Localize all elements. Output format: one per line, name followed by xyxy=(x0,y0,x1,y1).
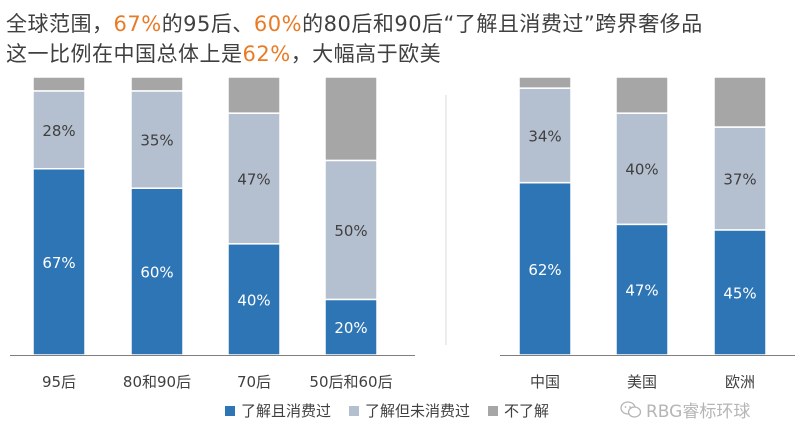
x-tick-label: 70后 xyxy=(237,373,271,391)
x-tick-label: 95后 xyxy=(42,373,76,391)
data-label-aware: 34% xyxy=(528,127,561,145)
bar-segment-unaware xyxy=(324,76,378,162)
title-text: 的95后、 xyxy=(161,12,254,36)
data-label-consumed: 67% xyxy=(42,254,75,272)
legend-item-aware: 了解但未消费过 xyxy=(349,400,470,421)
legend-swatch-unaware xyxy=(488,405,499,416)
title-text: 的80后和90后“了解且消费过”跨界奢侈品 xyxy=(302,12,703,36)
data-label-aware: 37% xyxy=(723,170,756,188)
chart-title-line-1: 全球范围，67%的95后、60%的80后和90后“了解且消费过”跨界奢侈品 xyxy=(6,8,703,38)
title-highlight: 62% xyxy=(242,42,291,66)
bar-segment-unaware xyxy=(518,76,572,89)
data-label-aware: 40% xyxy=(625,161,658,179)
bar-segment-aware xyxy=(32,90,86,170)
data-label-consumed: 60% xyxy=(140,264,173,282)
title-highlight: 60% xyxy=(253,12,303,36)
title-highlight: 67% xyxy=(113,12,162,36)
bar-segment-unaware xyxy=(130,76,184,92)
bar-segment-consumed xyxy=(713,229,767,356)
legend: 了解且消费过 了解但未消费过 不了解 xyxy=(225,400,549,421)
legend-label-consumed: 了解且消费过 xyxy=(241,402,332,420)
bar-segment-aware xyxy=(615,112,669,226)
wechat-icon xyxy=(620,400,642,418)
title-text: ，大幅高于欧美 xyxy=(290,42,442,66)
watermark-text: RBG睿标环球 xyxy=(646,402,751,422)
legend-item-consumed: 了解且消费过 xyxy=(225,400,331,421)
data-label-aware: 47% xyxy=(237,170,270,188)
legend-item-unaware: 不了解 xyxy=(488,400,549,421)
data-label-aware: 35% xyxy=(140,132,173,150)
legend-swatch-aware xyxy=(349,405,360,416)
bar-segment-unaware xyxy=(615,76,669,114)
data-label-aware: 50% xyxy=(334,222,367,240)
watermark: RBG睿标环球 xyxy=(620,397,750,422)
bar-segment-unaware xyxy=(227,76,281,114)
data-label-consumed: 40% xyxy=(237,291,270,309)
bar-segment-unaware xyxy=(713,76,767,128)
bar-segment-consumed xyxy=(32,167,86,356)
data-label-consumed: 47% xyxy=(625,282,658,300)
x-tick-label: 美国 xyxy=(627,373,657,391)
legend-swatch-consumed xyxy=(225,405,235,416)
x-tick-label: 欧洲 xyxy=(725,373,755,391)
bar-segment-aware xyxy=(713,126,767,231)
title-text: 这一比例在中国总体上是 xyxy=(6,42,243,66)
data-label-consumed: 62% xyxy=(528,261,561,279)
chart-title-line-2: 这一比例在中国总体上是62%，大幅高于欧美 xyxy=(6,38,441,68)
legend-label-aware: 了解但未消费过 xyxy=(365,402,471,420)
bar-segment-consumed xyxy=(518,181,572,356)
x-tick-label: 80和90后 xyxy=(123,373,191,391)
data-label-consumed: 45% xyxy=(723,284,756,302)
bar-segment-aware xyxy=(324,159,378,301)
bar-segment-aware xyxy=(518,87,572,184)
bar-segment-consumed xyxy=(324,298,378,356)
x-tick-label: 50后和60后 xyxy=(309,373,392,391)
data-label-aware: 28% xyxy=(42,122,75,140)
bar-segment-unaware xyxy=(32,76,86,92)
title-text: 全球范围， xyxy=(6,12,114,36)
x-tick-label: 中国 xyxy=(530,373,560,391)
legend-label-unaware: 不了解 xyxy=(504,402,550,420)
data-label-consumed: 20% xyxy=(334,319,367,337)
